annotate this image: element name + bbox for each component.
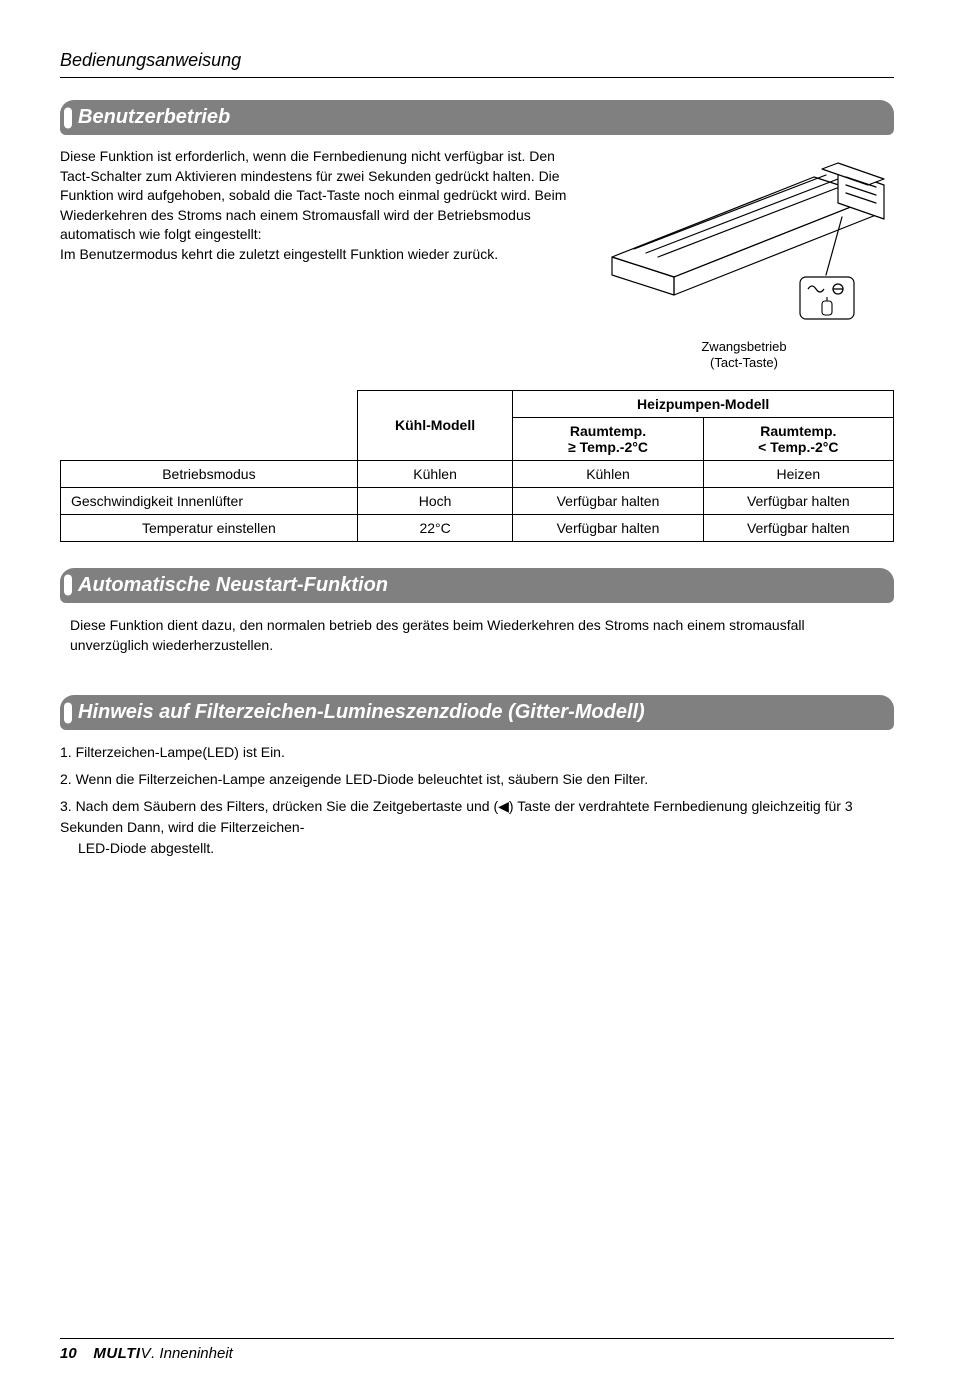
page-number: 10 (60, 1345, 77, 1362)
section2-text: Diese Funktion dient dazu, den normalen … (60, 615, 894, 656)
brand-v: V (141, 1345, 152, 1362)
section-title: Hinweis auf Filterzeichen-Lumineszenzdio… (78, 701, 645, 723)
col-raumtemp-ge: Raumtemp. ≥ Temp.-2°C (513, 417, 703, 460)
section1-para2: Im Benutzermodus kehrt die zuletzt einge… (60, 246, 498, 262)
cell: Kühlen (357, 460, 513, 487)
table-row: Betriebsmodus Kühlen Kühlen Heizen (61, 460, 894, 487)
footer-line: 10 MULTIV. Inneninheit (60, 1345, 894, 1362)
section1-row: Diese Funktion ist erforderlich, wenn di… (60, 147, 894, 372)
cell: Geschwindigkeit Innenlüfter (61, 487, 358, 514)
header-divider (60, 77, 894, 78)
section-neustart-header: Automatische Neustart-Funktion (60, 568, 894, 603)
page-footer: 10 MULTIV. Inneninheit (60, 1338, 894, 1362)
table-blank (61, 390, 358, 460)
col-heiz-label: Heizpumpen-Modell (637, 396, 769, 412)
list-item: 3. Nach dem Säubern des Filters, drücken… (60, 796, 894, 859)
cell: Verfügbar halten (513, 487, 703, 514)
list-item-text: 3. Nach dem Säubern des Filters, drücken… (60, 798, 853, 835)
col-kuhl-label: Kühl-Modell (395, 417, 475, 433)
col-kuhl: Kühl-Modell (357, 390, 513, 460)
table-row: Temperatur einstellen 22°C Verfügbar hal… (61, 514, 894, 541)
footer-sub: . Inneninheit (151, 1345, 233, 1362)
list-item-cont: LED-Diode abgestellt. (60, 838, 894, 859)
caption-line1: Zwangsbetrieb (701, 339, 786, 354)
ge: ≥ Temp.-2°C (568, 439, 648, 455)
cell: Verfügbar halten (703, 487, 893, 514)
cell: Hoch (357, 487, 513, 514)
page-header: Bedienungsanweisung (60, 50, 894, 78)
list-item: 2. Wenn die Filterzeichen-Lampe anzeigen… (60, 769, 894, 790)
cell: 22°C (357, 514, 513, 541)
cell: Temperatur einstellen (61, 514, 358, 541)
unit-illustration: Zwangsbetrieb (Tact-Taste) (594, 147, 894, 372)
col-heiz: Heizpumpen-Modell (513, 390, 894, 417)
section1-text: Diese Funktion ist erforderlich, wenn di… (60, 147, 578, 265)
caption-line2: (Tact-Taste) (710, 355, 778, 370)
running-header: Bedienungsanweisung (60, 50, 894, 71)
rt1: Raumtemp. (570, 423, 646, 439)
cell: Verfügbar halten (513, 514, 703, 541)
mode-table: Kühl-Modell Heizpumpen-Modell Raumtemp. … (60, 390, 894, 542)
section1-para1: Diese Funktion ist erforderlich, wenn di… (60, 148, 566, 242)
section-filter-header: Hinweis auf Filterzeichen-Lumineszenzdio… (60, 695, 894, 730)
col-raumtemp-lt: Raumtemp. < Temp.-2°C (703, 417, 893, 460)
section-title: Automatische Neustart-Funktion (78, 574, 388, 596)
cell: Heizen (703, 460, 893, 487)
section-benutzerbetrieb-header: Benutzerbetrieb (60, 100, 894, 135)
rt2: Raumtemp. (760, 423, 836, 439)
brand-name: MULTI (93, 1345, 140, 1362)
cell: Verfügbar halten (703, 514, 893, 541)
illustration-caption: Zwangsbetrieb (Tact-Taste) (594, 339, 894, 372)
footer-divider (60, 1338, 894, 1339)
section3-list: 1. Filterzeichen-Lampe(LED) ist Ein. 2. … (60, 742, 894, 859)
table-row: Geschwindigkeit Innenlüfter Hoch Verfügb… (61, 487, 894, 514)
cell: Betriebsmodus (61, 460, 358, 487)
section-title: Benutzerbetrieb (78, 106, 230, 128)
lt: < Temp.-2°C (758, 439, 838, 455)
list-item: 1. Filterzeichen-Lampe(LED) ist Ein. (60, 742, 894, 763)
cell: Kühlen (513, 460, 703, 487)
